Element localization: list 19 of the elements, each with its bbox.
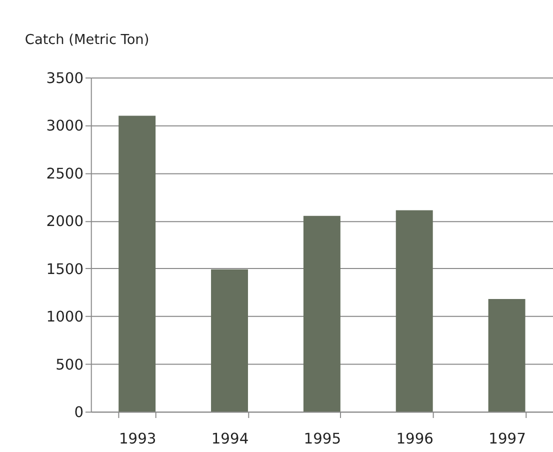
x-tick-label: 1994 — [211, 430, 249, 448]
y-tick-label: 3500 — [46, 70, 84, 87]
x-tick-label: 1997 — [488, 430, 526, 448]
y-tick-label: 2000 — [46, 213, 84, 230]
y-tick-label: 1500 — [46, 260, 84, 278]
y-tick-label: 0 — [74, 404, 84, 422]
bar — [303, 216, 340, 412]
x-tick-label: 1996 — [396, 430, 434, 448]
bar — [396, 210, 433, 412]
bar — [118, 116, 156, 412]
y-tick-label: 1000 — [46, 308, 84, 326]
bar — [211, 269, 248, 412]
y-tick-label: 2500 — [46, 165, 84, 182]
y-tick-label: 3000 — [46, 118, 84, 135]
bar — [488, 298, 526, 412]
y-axis-title: Catch (Metric Ton) — [24, 32, 150, 48]
x-tick-label: 1993 — [118, 430, 156, 448]
y-tick-label: 500 — [56, 356, 84, 374]
x-tick-label: 1995 — [304, 430, 342, 448]
